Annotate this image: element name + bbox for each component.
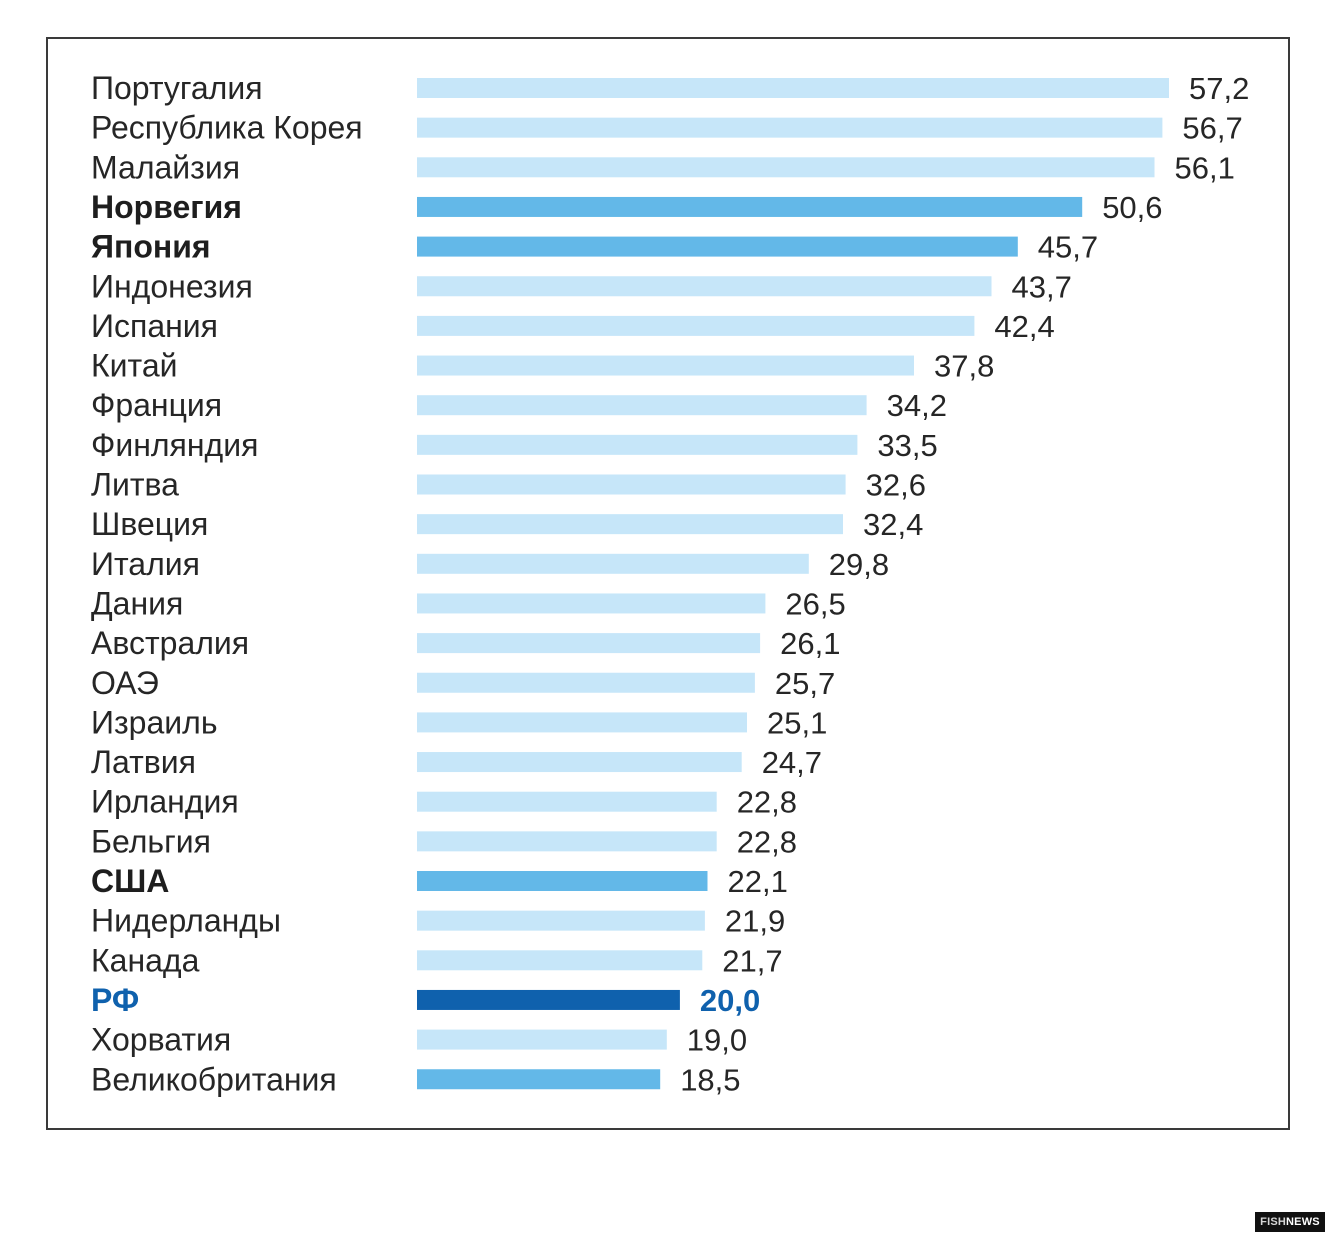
category-label: Испания — [91, 308, 218, 344]
bar — [417, 434, 858, 455]
bar — [417, 672, 755, 693]
value-label: 56,7 — [1182, 111, 1242, 146]
category-label: Швеция — [91, 506, 208, 542]
category-label: Дания — [91, 585, 183, 621]
value-label: 26,5 — [785, 586, 845, 621]
value-label: 37,8 — [934, 349, 994, 384]
value-label: 19,0 — [687, 1023, 747, 1058]
value-label: 29,8 — [829, 547, 889, 582]
value-label: 33,5 — [877, 428, 937, 463]
category-label: Франция — [91, 387, 222, 423]
value-label: 32,6 — [866, 468, 926, 503]
category-label: Италия — [91, 546, 200, 582]
value-label: 24,7 — [762, 745, 822, 780]
value-label: 18,5 — [680, 1062, 740, 1097]
category-label: Австралия — [91, 625, 249, 661]
category-label: Япония — [91, 229, 211, 265]
value-label: 43,7 — [1012, 269, 1072, 304]
value-label: 20,0 — [700, 983, 760, 1018]
category-label: Португалия — [91, 70, 263, 106]
category-label: Бельгия — [91, 823, 211, 859]
value-label: 34,2 — [887, 388, 947, 423]
bar — [417, 395, 867, 416]
value-label: 21,9 — [725, 904, 785, 939]
value-label: 42,4 — [994, 309, 1054, 344]
bar — [417, 196, 1083, 217]
bar — [417, 712, 747, 733]
category-label: Израиль — [91, 704, 217, 740]
category-label: США — [91, 863, 169, 899]
category-label: Малайзия — [91, 149, 240, 185]
bar — [417, 1069, 661, 1090]
bar — [417, 831, 717, 852]
bar — [417, 1029, 667, 1050]
bar — [417, 910, 705, 931]
bar — [417, 950, 703, 971]
category-label: Хорватия — [91, 1022, 231, 1058]
category-label: РФ — [91, 982, 139, 1018]
value-label: 21,7 — [722, 943, 782, 978]
fishnews-watermark: FISHNEWS — [1255, 1212, 1325, 1232]
bar — [417, 553, 809, 574]
category-label: Норвегия — [91, 189, 242, 225]
bar — [417, 355, 914, 376]
bar — [417, 474, 846, 495]
bar-chart: Португалия 57,2 Республика Корея 56,7 Малайз… — [91, 70, 1249, 1097]
category-label: Индонезия — [91, 268, 253, 304]
category-label: Республика Корея — [91, 110, 363, 146]
bar — [417, 157, 1155, 178]
category-label: Канада — [91, 942, 200, 978]
value-label: 25,7 — [775, 666, 835, 701]
value-label: 56,1 — [1175, 150, 1235, 185]
bar — [417, 871, 708, 891]
category-label: Финляндия — [91, 427, 258, 463]
chart-frame: Португалия 57,2 Республика Корея 56,7 Малайз… — [46, 37, 1290, 1130]
category-label: Литва — [91, 467, 179, 503]
category-label: Великобритания — [91, 1061, 337, 1097]
value-label: 45,7 — [1038, 230, 1098, 265]
value-label: 22,1 — [728, 864, 788, 899]
bar — [417, 276, 992, 297]
bar — [417, 514, 843, 535]
bar — [417, 752, 742, 773]
value-label: 32,4 — [863, 507, 923, 542]
value-label: 22,8 — [737, 824, 797, 859]
value-label: 57,2 — [1189, 71, 1249, 106]
bar — [417, 633, 761, 654]
value-label: 26,1 — [780, 626, 840, 661]
bar — [417, 989, 680, 1010]
category-label: Ирландия — [91, 784, 239, 820]
value-label: 25,1 — [767, 705, 827, 740]
category-label: Китай — [91, 348, 177, 384]
bar — [417, 78, 1169, 98]
bar — [417, 236, 1018, 257]
bar — [417, 593, 766, 614]
watermark-part2: NEWS — [1286, 1216, 1320, 1228]
value-label: 50,6 — [1102, 190, 1162, 225]
bar — [417, 791, 717, 812]
value-label: 22,8 — [737, 785, 797, 820]
watermark-part1: FISH — [1260, 1216, 1287, 1228]
bar — [417, 315, 975, 336]
category-label: Латвия — [91, 744, 196, 780]
category-label: Нидерланды — [91, 903, 281, 939]
bar — [417, 117, 1163, 138]
category-label: ОАЭ — [91, 665, 159, 701]
